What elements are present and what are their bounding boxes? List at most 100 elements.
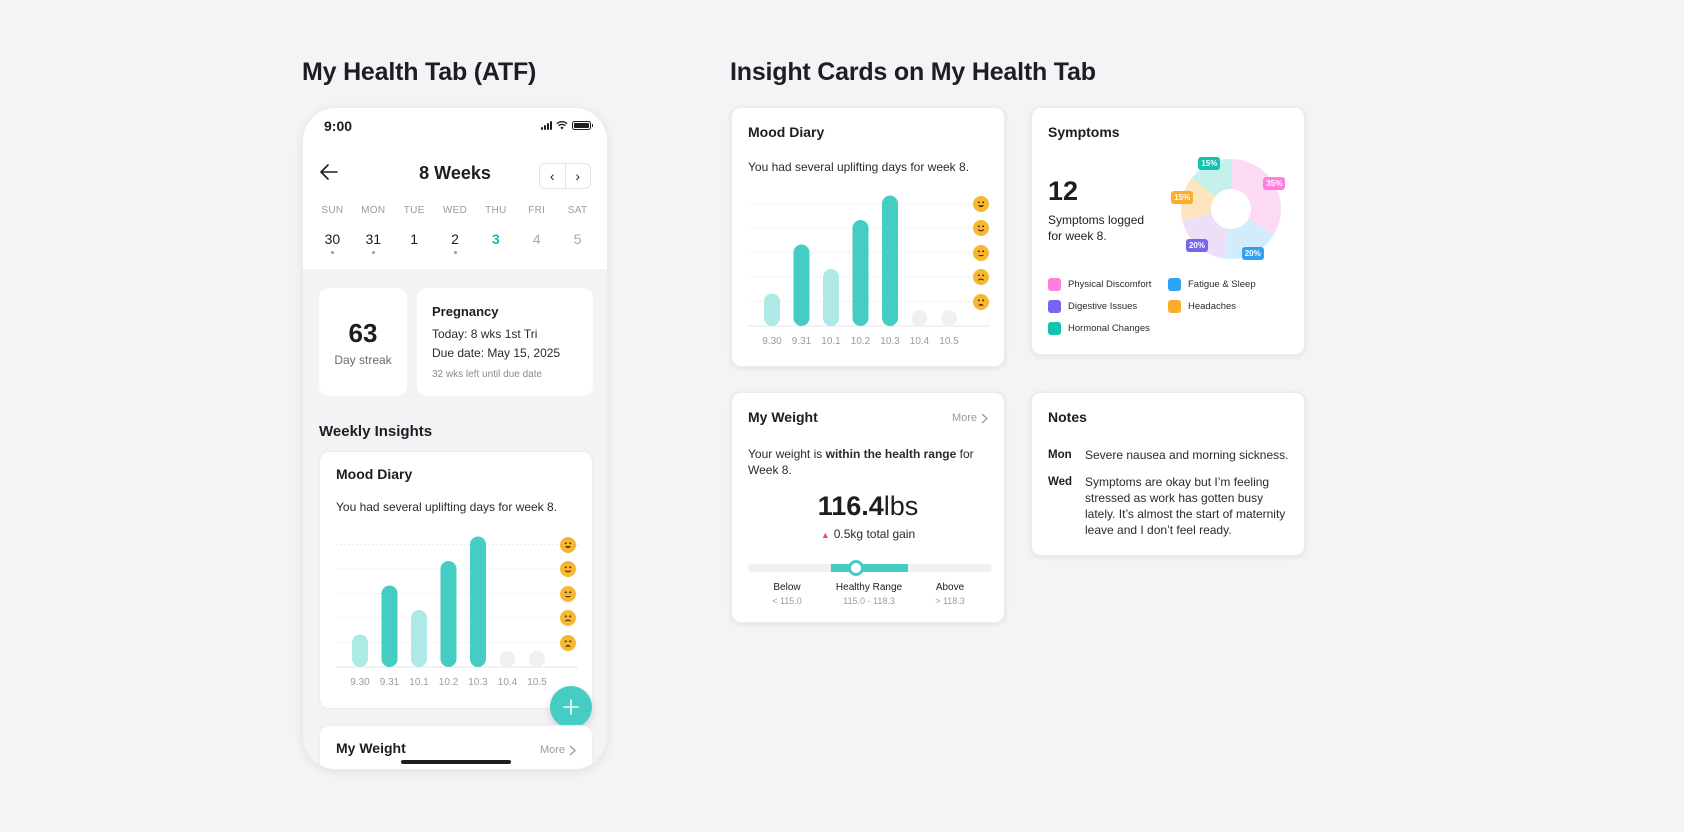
chevron-right-icon	[981, 413, 988, 423]
week-days-row: SUN 30 MON 31 TUE 1 WED 2 THU 3 FRI 4 SAT 5	[312, 205, 598, 254]
phone-mood-card[interactable]: Mood Diary You had several uplifting day…	[319, 451, 593, 709]
day-name: FRI	[528, 205, 546, 216]
donut-slice-headaches	[1181, 177, 1216, 221]
mood-bar-10.2	[852, 220, 869, 326]
pregnancy-due-date: Due date: May 15, 2025	[432, 346, 561, 360]
home-indicator	[401, 760, 511, 764]
mood-bar-9.30	[764, 293, 780, 326]
status-icons	[541, 120, 593, 130]
symptoms-card[interactable]: Symptoms 12 Symptoms logged for week 8. …	[1031, 107, 1305, 355]
x-tick-label: 10.3	[880, 336, 900, 347]
donut-slice-physical-discomfort	[1231, 159, 1281, 234]
donut-slice-fatigue-sleep	[1223, 219, 1275, 259]
phone-header: 9:00 8 Weeks ‹ › SUN 30 MON 31 TUE 1 WED 2 THU 3 F…	[303, 108, 607, 269]
x-tick-label: 9.30	[762, 336, 782, 347]
weight-card[interactable]: My Weight More Your weight is within the…	[731, 392, 1005, 623]
day-name: SUN	[321, 205, 344, 216]
day-date: 5	[573, 231, 582, 247]
legend-item: Headaches	[1168, 300, 1288, 313]
logged-dot	[453, 251, 457, 254]
x-tick-label: 10.3	[468, 677, 488, 688]
x-tick-label: 10.4	[498, 677, 518, 688]
back-arrow-icon[interactable]	[319, 163, 339, 181]
day-tue[interactable]: TUE 1	[394, 205, 435, 254]
next-week-button[interactable]: ›	[566, 164, 591, 188]
x-tick-label: 10.2	[439, 677, 459, 688]
donut-percent-label: 20%	[1241, 247, 1264, 261]
mood-emoji-happy-icon	[973, 220, 989, 236]
day-mon[interactable]: MON 31	[353, 205, 394, 254]
phone-weight-title: My Weight	[336, 740, 406, 756]
pregnancy-today: Today: 8 wks 1st Tri	[432, 327, 538, 341]
legend-swatch	[1048, 278, 1061, 291]
day-fri[interactable]: FRI 4	[516, 205, 557, 254]
x-tick-label: 10.2	[851, 336, 871, 347]
legend-label: Physical Discomfort	[1068, 279, 1152, 290]
mood-emoji-neutral-icon	[973, 244, 989, 261]
day-name: THU	[485, 205, 507, 216]
weight-unit: lbs	[883, 491, 919, 521]
prev-week-button[interactable]: ‹	[540, 164, 566, 188]
legend-swatch	[1168, 300, 1181, 313]
pregnancy-weeks-left: 32 wks left until due date	[432, 369, 543, 380]
notes-card[interactable]: Notes Mon Severe nausea and morning sick…	[1031, 392, 1305, 556]
plus-icon	[563, 699, 579, 715]
legend-item: Fatigue & Sleep	[1168, 278, 1288, 291]
x-tick-label: 9.31	[380, 677, 400, 688]
symptoms-count-label: Symptoms logged for week 8.	[1048, 213, 1145, 243]
legend-label: Headaches	[1188, 301, 1237, 312]
day-name: MON	[361, 205, 386, 216]
note-text: Severe nausea and morning sickness.	[1085, 448, 1289, 462]
mood-emoji-neutral-icon	[560, 585, 576, 602]
x-tick-label: 10.5	[939, 336, 959, 347]
day-wed[interactable]: WED 2	[435, 205, 476, 254]
range-healthy: Healthy Range 115.0 - 118.3	[824, 582, 914, 606]
range-healthy-label: Healthy Range	[835, 582, 903, 593]
legend-item: Digestive Issues	[1048, 300, 1168, 313]
mood-emoji-very-sad-icon	[973, 293, 989, 310]
phone-weight-more-link[interactable]: More	[540, 744, 576, 756]
add-entry-button[interactable]	[550, 686, 592, 728]
weight-gain: ▲ 0.5kg total gain	[732, 527, 1004, 541]
day-sat[interactable]: SAT 5	[557, 205, 598, 254]
note-text: Symptoms are okay but I’m feeling stress…	[1085, 475, 1286, 537]
range-above: Above > 118.3	[905, 582, 995, 606]
donut-percent-label: 20%	[1185, 238, 1208, 252]
weight-card-title: My Weight	[748, 409, 818, 425]
mood-bar-9.30	[352, 634, 368, 667]
weight-summary: Your weight is within the health range f…	[748, 446, 988, 478]
streak-label: Day streak	[334, 353, 392, 367]
weight-indicator-knob[interactable]	[848, 560, 864, 576]
phone-mockup: 9:00 8 Weeks ‹ › SUN 30 MON 31 TUE 1 WED 2 THU 3 F…	[302, 107, 608, 770]
phone-mood-title: Mood Diary	[336, 466, 413, 482]
logged-dot	[330, 251, 334, 254]
day-date: 3	[491, 231, 500, 247]
chevron-right-icon	[569, 745, 576, 755]
logged-dot	[371, 251, 375, 254]
mood-bar-9.31	[381, 585, 398, 667]
note-day: Wed	[1048, 476, 1073, 488]
symptoms-donut-chart	[1181, 159, 1281, 259]
legend-label: Digestive Issues	[1068, 301, 1138, 312]
x-tick-label: 9.31	[792, 336, 812, 347]
legend-swatch	[1168, 278, 1181, 291]
pregnancy-card[interactable]: Pregnancy Today: 8 wks 1st Tri Due date:…	[417, 288, 593, 396]
day-thu[interactable]: THU 3	[475, 205, 516, 254]
symptoms-card-title: Symptoms	[1048, 124, 1120, 140]
streak-value: 63	[348, 318, 378, 348]
day-sun[interactable]: SUN 30	[312, 205, 353, 254]
range-below-value: < 115.0	[772, 596, 802, 606]
mood-emoji-very-sad-icon	[560, 634, 576, 651]
legend-label: Hormonal Changes	[1068, 323, 1150, 334]
mood-bars-svg: 9.30 9.31 10.1 10.2 10.3 10.4 10.5	[748, 195, 990, 347]
left-heading: My Health Tab (ATF)	[302, 58, 537, 86]
symptoms-legend: Physical Discomfort Fatigue & Sleep Digest…	[1048, 278, 1298, 335]
mood-diary-card[interactable]: Mood Diary You had several uplifting day…	[731, 107, 1005, 367]
day-name: WED	[442, 205, 468, 216]
mood-emoji-sad-icon	[973, 269, 989, 285]
legend-item: Hormonal Changes	[1048, 322, 1168, 335]
note-entry: Wed Symptoms are okay but I’m feeling st…	[1048, 474, 1290, 538]
day-date: 4	[532, 231, 541, 247]
weight-more-link[interactable]: More	[952, 412, 988, 424]
mood-bar-10.1	[411, 610, 427, 667]
